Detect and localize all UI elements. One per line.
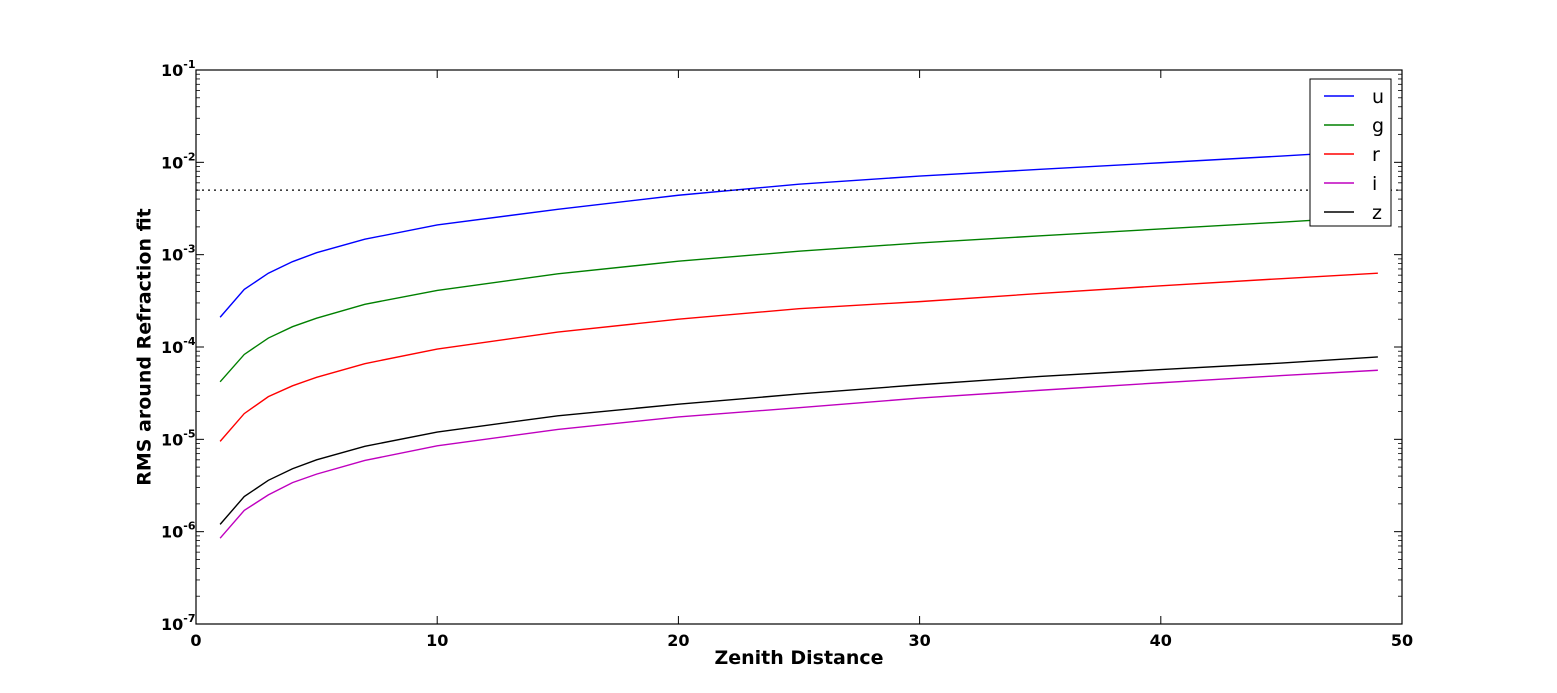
y-tick-label-exp: -3 xyxy=(183,243,195,256)
y-tick-label-base: 10 xyxy=(161,246,183,265)
y-axis: 10-710-610-510-410-310-210-1 xyxy=(161,58,1402,634)
x-tick-label: 40 xyxy=(1150,631,1172,650)
legend-label-r: r xyxy=(1372,144,1380,166)
x-tick-label: 20 xyxy=(667,631,689,650)
y-tick-label-base: 10 xyxy=(161,338,183,357)
y-tick-label-base: 10 xyxy=(161,153,183,172)
y-tick-label-exp: -1 xyxy=(183,58,195,71)
legend-label-u: u xyxy=(1372,86,1384,108)
y-axis-title: RMS around Refraction fit xyxy=(134,208,156,486)
series-line-z xyxy=(219,356,1378,525)
y-tick-label-exp: -4 xyxy=(183,335,196,348)
y-tick-label: 10-4 xyxy=(161,335,196,357)
y-tick-label: 10-7 xyxy=(161,612,196,634)
plot-frame xyxy=(195,69,1403,625)
y-tick-label-exp: -2 xyxy=(183,150,195,163)
y-tick-label: 10-2 xyxy=(161,150,196,172)
y-tick-label: 10-3 xyxy=(161,243,196,265)
series-line-u xyxy=(219,149,1378,318)
x-axis-title: Zenith Distance xyxy=(714,647,883,669)
x-tick-label: 0 xyxy=(190,631,201,650)
y-tick-label: 10-1 xyxy=(161,58,196,80)
y-tick-label-exp: -5 xyxy=(183,427,195,440)
legend-label-g: g xyxy=(1372,115,1384,137)
y-tick-label-exp: -6 xyxy=(183,520,196,533)
y-tick-label-exp: -7 xyxy=(183,612,195,625)
legend-label-i: i xyxy=(1372,173,1377,195)
x-tick-label: 10 xyxy=(426,631,448,650)
series-line-i xyxy=(219,369,1378,539)
y-tick-label-base: 10 xyxy=(161,430,183,449)
legend-label-z: z xyxy=(1372,202,1382,224)
y-tick-label-base: 10 xyxy=(161,615,183,634)
legend-box xyxy=(1309,78,1392,227)
y-tick-label: 10-5 xyxy=(161,427,196,449)
series-lines xyxy=(219,149,1378,539)
x-axis: 0 10 20 30 40 50 xyxy=(190,70,1413,650)
x-tick-label: 50 xyxy=(1391,631,1413,650)
series-line-g xyxy=(219,215,1378,383)
x-tick-label: 30 xyxy=(908,631,930,650)
y-tick-label: 10-6 xyxy=(161,520,196,542)
y-tick-label-base: 10 xyxy=(161,61,183,80)
series-line-r xyxy=(219,272,1378,442)
y-tick-label-base: 10 xyxy=(161,523,183,542)
